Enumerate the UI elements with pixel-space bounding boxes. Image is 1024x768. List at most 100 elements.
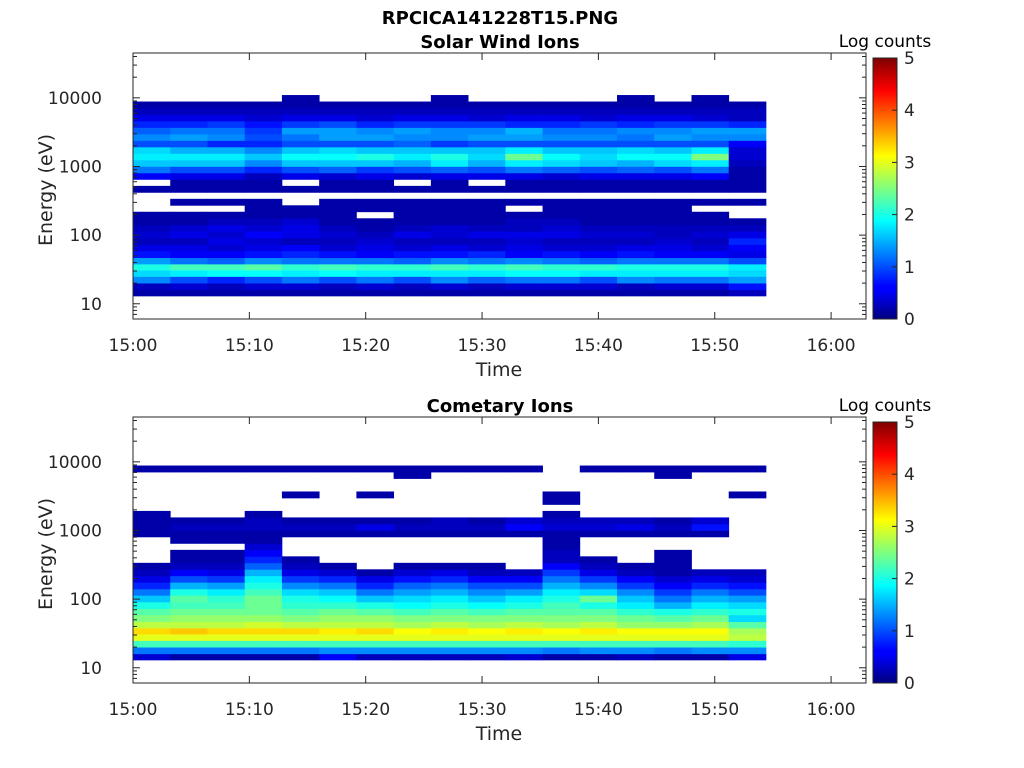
heatmap-cell xyxy=(728,569,767,577)
heatmap-cell xyxy=(393,621,432,629)
heatmap-cell xyxy=(430,588,469,596)
heatmap-cell xyxy=(468,198,506,206)
heatmap-cell xyxy=(505,569,543,577)
heatmap-cell xyxy=(207,517,246,525)
heatmap-cell xyxy=(244,562,283,570)
heatmap-cell xyxy=(170,608,208,616)
heatmap-cell xyxy=(244,549,283,557)
heatmap-cell xyxy=(170,237,208,245)
panel-title: Cometary Ions xyxy=(427,396,574,417)
heatmap-cell xyxy=(356,172,395,180)
heatmap-cell xyxy=(170,634,208,641)
heatmap-cell xyxy=(579,608,618,616)
heatmap-cell xyxy=(617,133,655,141)
heatmap-cell xyxy=(728,289,767,297)
heatmap-cell xyxy=(356,595,395,603)
heatmap-cell xyxy=(319,146,357,154)
heatmap-cell xyxy=(393,159,432,167)
heatmap-cell xyxy=(244,283,283,291)
heatmap-cell xyxy=(617,270,655,277)
heatmap-cell xyxy=(505,517,543,525)
heatmap-cell xyxy=(207,530,246,538)
heatmap-cell xyxy=(579,569,618,577)
heatmap-cell xyxy=(654,120,692,128)
heatmap-cell xyxy=(170,244,208,252)
heatmap-cell xyxy=(356,250,395,259)
heatmap-cell xyxy=(505,575,543,583)
heatmap-cell xyxy=(654,166,692,174)
heatmap-cell xyxy=(505,218,543,226)
heatmap-cell xyxy=(505,108,543,115)
heatmap-cell xyxy=(430,621,469,629)
heatmap-cell xyxy=(505,523,543,531)
heatmap-cell xyxy=(170,127,208,135)
heatmap-cell xyxy=(617,283,655,291)
heatmap-cell xyxy=(430,211,469,219)
heatmap-cell xyxy=(170,179,208,187)
heatmap-cell xyxy=(505,582,543,590)
x-tick-label: 15:10 xyxy=(225,336,274,356)
heatmap-cell xyxy=(617,523,655,531)
heatmap-cell xyxy=(244,289,283,297)
heatmap-cell xyxy=(542,140,581,148)
heatmap-cell xyxy=(207,465,246,473)
heatmap-cell xyxy=(542,172,581,180)
heatmap-cell xyxy=(617,562,655,570)
heatmap-cell xyxy=(356,205,395,213)
heatmap-cell xyxy=(579,231,618,239)
heatmap-cell xyxy=(356,120,395,128)
heatmap-cell xyxy=(617,166,655,174)
heatmap-cell xyxy=(319,601,357,609)
heatmap-cell xyxy=(207,588,246,596)
heatmap-cell xyxy=(505,185,543,193)
heatmap-cell xyxy=(617,172,655,180)
y-tick-label: 1000 xyxy=(59,157,102,177)
heatmap-cell xyxy=(654,647,692,655)
heatmap-cell xyxy=(430,101,469,109)
heatmap-cell xyxy=(207,237,246,245)
heatmap-cell xyxy=(617,108,655,115)
heatmap-cell xyxy=(133,562,171,570)
heatmap-cell xyxy=(393,250,432,259)
heatmap-cell xyxy=(356,231,395,239)
heatmap-cell xyxy=(542,549,581,557)
heatmap-cell xyxy=(654,224,692,232)
heatmap-cell xyxy=(393,211,432,219)
heatmap-cell xyxy=(691,588,730,596)
heatmap-cell xyxy=(133,218,171,226)
heatmap-cell xyxy=(244,250,283,259)
heatmap-cell xyxy=(281,205,320,213)
heatmap-cell xyxy=(691,640,730,648)
heatmap-cell xyxy=(654,172,692,180)
panel-cometary: Cometary Ions 15:00 15:10 15:20 15:30 15:40 1… xyxy=(35,396,931,745)
heatmap-cell xyxy=(133,608,171,616)
heatmap-cell xyxy=(319,179,357,187)
y-axis-label: Energy (eV) xyxy=(35,134,57,246)
heatmap-cell xyxy=(579,166,618,174)
heatmap-cell xyxy=(542,244,581,252)
heatmap-cell xyxy=(133,166,171,174)
panel-title: Solar Wind Ions xyxy=(420,32,579,53)
heatmap-cell xyxy=(691,530,730,538)
heatmap-cell xyxy=(281,263,320,271)
x-ticks: 15:00 15:10 15:20 15:30 15:40 15:50 16:00 xyxy=(109,53,856,356)
heatmap-cell xyxy=(505,172,543,180)
heatmap-cell xyxy=(244,146,283,154)
colorbar-tick-label: 3 xyxy=(904,153,915,173)
heatmap-cell xyxy=(468,595,506,603)
heatmap-cell xyxy=(542,543,581,551)
heatmap-cell xyxy=(728,640,767,648)
heatmap-cell xyxy=(468,523,506,531)
heatmap-cell xyxy=(468,575,506,583)
heatmap-cell xyxy=(505,114,543,122)
heatmap-cell xyxy=(579,108,618,115)
heatmap-cell xyxy=(244,523,283,531)
y-tick-label: 10 xyxy=(80,295,102,315)
heatmap-cell xyxy=(617,289,655,297)
heatmap-cell xyxy=(244,621,283,629)
heatmap-cell xyxy=(654,582,692,590)
heatmap-cell xyxy=(207,569,246,577)
heatmap-cell xyxy=(356,582,395,590)
heatmap-cell xyxy=(170,263,208,271)
heatmap-cell xyxy=(505,621,543,629)
